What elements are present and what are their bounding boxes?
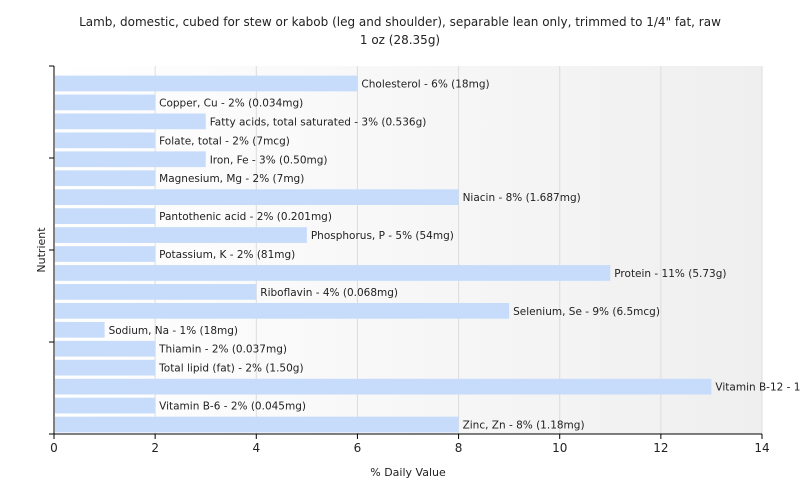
x-tick-label: 4 [252, 441, 260, 455]
x-tick-label: 8 [455, 441, 463, 455]
bar [55, 208, 156, 224]
x-tick-label: 14 [754, 441, 769, 455]
bar-label: Phosphorus, P - 5% (54mg) [311, 230, 454, 242]
bar-label: Niacin - 8% (1.687mg) [463, 192, 581, 204]
axes: 0 2 4 6 8 10 12 14 [49, 65, 770, 455]
x-tick-label: 10 [552, 441, 567, 455]
bar [55, 302, 510, 319]
x-tick-label: 12 [653, 441, 668, 455]
grid-lines [154, 66, 763, 434]
bar [55, 113, 206, 130]
bar [55, 151, 206, 168]
bar-label: Riboflavin - 4% (0.068mg) [260, 287, 398, 299]
bars: Cholesterol - 6% (18mg) Copper, Cu - 2% (… [55, 75, 800, 433]
chart-title: Lamb, domestic, cubed for stew or kabob … [79, 15, 721, 29]
bar-label: Selenium, Se - 9% (6.5mcg) [513, 306, 660, 318]
bar-label: Cholesterol - 6% (18mg) [361, 78, 489, 90]
bar-label: Vitamin B-12 - 13% (0.77mcg) [715, 382, 800, 394]
bar [55, 246, 156, 262]
x-tick-label: 2 [151, 441, 159, 455]
bar-label: Pantothenic acid - 2% (0.201mg) [159, 211, 332, 223]
bar [55, 94, 156, 111]
bar-label: Sodium, Na - 1% (18mg) [109, 325, 238, 337]
bar [55, 359, 156, 376]
bar [55, 75, 358, 92]
chart-subtitle: 1 oz (28.35g) [359, 33, 441, 47]
bar-label: Vitamin B-6 - 2% (0.045mg) [159, 401, 306, 413]
bar-label: Protein - 11% (5.73g) [614, 268, 726, 280]
bar [55, 227, 307, 243]
bar-label: Folate, total - 2% (7mcg) [159, 135, 290, 147]
bar [55, 340, 156, 357]
bar-label: Copper, Cu - 2% (0.034mg) [159, 97, 303, 109]
bar-label: Fatty acids, total saturated - 3% (0.536… [210, 116, 427, 128]
bar [55, 265, 611, 281]
bar [55, 416, 459, 433]
bar [55, 284, 257, 300]
bar-label: Magnesium, Mg - 2% (7mg) [159, 173, 304, 185]
bar [55, 378, 712, 395]
y-axis-title: Nutrient [35, 227, 48, 273]
bar [55, 170, 156, 187]
bar-label: Thiamin - 2% (0.037mg) [158, 344, 287, 356]
x-tick-label: 6 [354, 441, 362, 455]
bar [55, 132, 156, 149]
bar [55, 397, 156, 414]
bar-label: Total lipid (fat) - 2% (1.50g) [158, 363, 303, 375]
bar-label: Zinc, Zn - 8% (1.18mg) [463, 420, 585, 432]
x-tick-label: 0 [50, 441, 58, 455]
x-axis-title: % Daily Value [370, 466, 446, 479]
bar-label: Potassium, K - 2% (81mg) [159, 249, 295, 261]
bar [55, 321, 105, 338]
bar-label: Iron, Fe - 3% (0.50mg) [210, 154, 328, 166]
bar [55, 189, 459, 206]
